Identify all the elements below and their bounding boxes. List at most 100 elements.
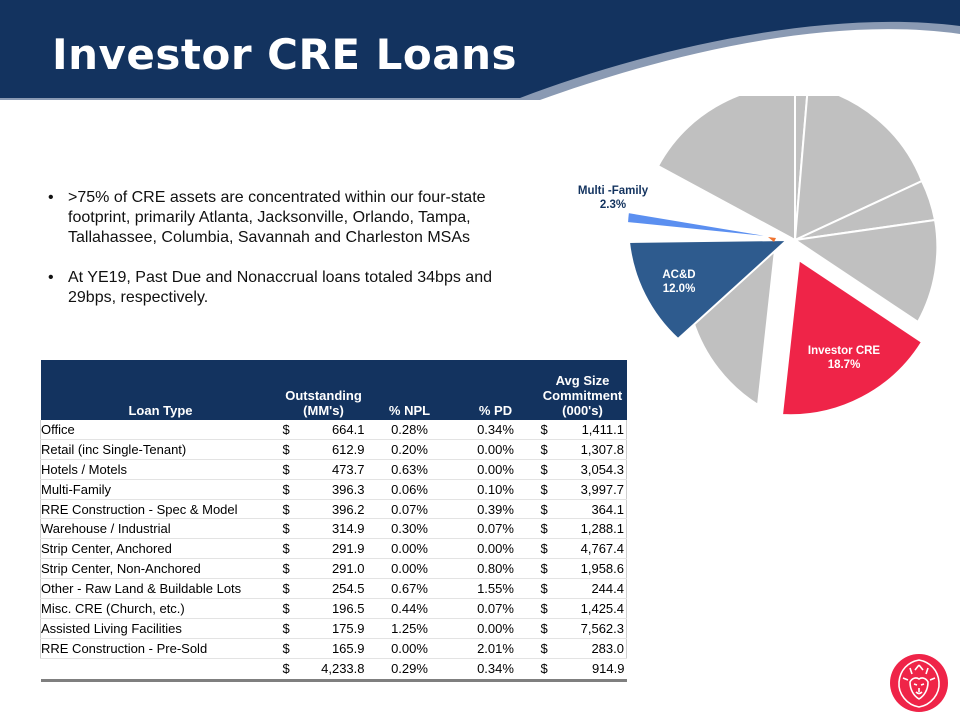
loan-type-cell: Assisted Living Facilities [40, 618, 281, 639]
currency-symbol: $ [280, 598, 295, 619]
total-pd-cell: 0.34% [452, 658, 539, 682]
header-banner [0, 0, 960, 100]
pd-cell: 0.07% [452, 518, 539, 540]
col-outstanding: Outstanding (MM's) [280, 360, 367, 420]
col-loan-type: Loan Type [40, 360, 281, 420]
pie-value-investor-cre: 18.7% [828, 359, 861, 371]
npl-cell: 0.00% [366, 558, 453, 580]
avg-size-cell: 3,997.7 [552, 479, 627, 500]
outstanding-cell: 165.9 [294, 638, 367, 659]
avg-size-cell: 283.0 [552, 638, 627, 659]
table-row: Multi-Family $396.3 0.06% 0.10% $3,997.7 [40, 479, 627, 500]
outstanding-cell: 175.9 [294, 618, 367, 639]
cre-loans-table: Loan Type Outstanding (MM's) % NPL % PD … [40, 360, 627, 682]
col-pd: % PD [452, 360, 539, 420]
pd-cell: 0.34% [452, 420, 539, 440]
currency-symbol: $ [538, 439, 553, 460]
loan-type-cell: RRE Construction - Spec & Model [40, 499, 281, 520]
loan-type-cell: Misc. CRE (Church, etc.) [40, 598, 281, 619]
npl-cell: 0.07% [366, 499, 453, 520]
outstanding-cell: 314.9 [294, 518, 367, 540]
currency-symbol: $ [538, 518, 553, 540]
col-avg-size: Avg Size Commitment (000's) [538, 360, 627, 420]
total-outstanding-cell: 4,233.8 [294, 658, 367, 682]
pie-label-acd: AC&D [662, 269, 695, 281]
loan-type-cell: Office [40, 420, 281, 440]
avg-size-cell: 4,767.4 [552, 538, 627, 560]
bullet-list: >75% of CRE assets are concentrated with… [46, 188, 516, 328]
pie-chart: Multi -Family 2.3% AC&D 12.0% Investor C… [578, 96, 939, 417]
outstanding-cell: 664.1 [294, 420, 367, 440]
total-label-cell [40, 658, 281, 682]
pd-cell: 0.10% [452, 479, 539, 500]
loan-type-cell: Strip Center, Anchored [40, 538, 281, 560]
pie-other-slices [656, 96, 939, 407]
header-wave [0, 0, 960, 98]
currency-symbol: $ [538, 638, 553, 659]
pie-label-investor-cre: Investor CRE [808, 345, 881, 357]
outstanding-cell: 291.0 [294, 558, 367, 580]
npl-cell: 0.00% [366, 638, 453, 659]
avg-size-cell: 3,054.3 [552, 459, 627, 480]
pd-cell: 0.00% [452, 459, 539, 480]
pie-slice-investor-cre [780, 258, 924, 417]
currency-symbol: $ [280, 499, 295, 520]
pd-cell: 0.00% [452, 538, 539, 560]
currency-symbol: $ [280, 618, 295, 639]
table-row: RRE Construction - Pre-Sold $165.9 0.00% 2.… [40, 638, 627, 659]
table-row: Assisted Living Facilities $175.9 1.25% 0.0… [40, 618, 627, 639]
pd-cell: 0.07% [452, 598, 539, 619]
bullet-item: >75% of CRE assets are concentrated with… [46, 188, 516, 248]
pie-label-multi-family: Multi -Family [578, 185, 649, 197]
table-row: Office $664.1 0.28% 0.34% $1,411.1 [40, 420, 627, 440]
pie-slice-other [792, 218, 939, 324]
currency-symbol: $ [280, 459, 295, 480]
table-header-row: Loan Type Outstanding (MM's) % NPL % PD … [40, 360, 627, 420]
table-row: Strip Center, Anchored $291.9 0.00% 0.00% $4… [40, 538, 627, 560]
outstanding-cell: 396.2 [294, 499, 367, 520]
table-row: Retail (inc Single-Tenant) $612.9 0.20% 0.0… [40, 439, 627, 460]
table-row: RRE Construction - Spec & Model $396.2 0.0… [40, 499, 627, 520]
currency-symbol: $ [538, 479, 553, 500]
outstanding-cell: 473.7 [294, 459, 367, 480]
npl-cell: 0.20% [366, 439, 453, 460]
pie-slice-other [691, 247, 777, 407]
currency-symbol: $ [280, 479, 295, 500]
loan-type-cell: Warehouse / Industrial [40, 518, 281, 540]
pie-value-multi-family: 2.3% [600, 199, 626, 211]
pd-cell: 2.01% [452, 638, 539, 659]
loan-type-cell: Hotels / Motels [40, 459, 281, 480]
pd-cell: 0.39% [452, 499, 539, 520]
currency-symbol: $ [538, 658, 553, 682]
table-total-row: $4,233.8 0.29% 0.34% $914.9 [40, 658, 627, 682]
currency-symbol: $ [280, 518, 295, 540]
outstanding-cell: 291.9 [294, 538, 367, 560]
avg-size-cell: 7,562.3 [552, 618, 627, 639]
col-npl: % NPL [366, 360, 453, 420]
outstanding-cell: 396.3 [294, 479, 367, 500]
avg-size-cell: 1,411.1 [552, 420, 627, 440]
avg-size-cell: 364.1 [552, 499, 627, 520]
avg-size-cell: 1,307.8 [552, 439, 627, 460]
npl-cell: 0.63% [366, 459, 453, 480]
currency-symbol: $ [280, 578, 295, 600]
currency-symbol: $ [538, 459, 553, 480]
pd-cell: 0.00% [452, 439, 539, 460]
npl-cell: 0.67% [366, 578, 453, 600]
currency-symbol: $ [280, 638, 295, 659]
pie-slice-other [793, 96, 924, 242]
currency-symbol: $ [538, 499, 553, 520]
currency-symbol: $ [280, 439, 295, 460]
table-row: Misc. CRE (Church, etc.) $196.5 0.44% 0.07%… [40, 598, 627, 619]
pie-slice-other [656, 96, 796, 242]
npl-cell: 0.00% [366, 538, 453, 560]
avg-size-cell: 1,425.4 [552, 598, 627, 619]
loan-type-cell: Strip Center, Non-Anchored [40, 558, 281, 580]
loan-type-cell: Other - Raw Land & Buildable Lots [40, 578, 281, 600]
outstanding-cell: 254.5 [294, 578, 367, 600]
table-row: Hotels / Motels $473.7 0.63% 0.00% $3,054.3 [40, 459, 627, 480]
currency-symbol: $ [538, 618, 553, 639]
avg-size-cell: 1,288.1 [552, 518, 627, 540]
pd-cell: 1.55% [452, 578, 539, 600]
currency-symbol: $ [280, 420, 295, 440]
